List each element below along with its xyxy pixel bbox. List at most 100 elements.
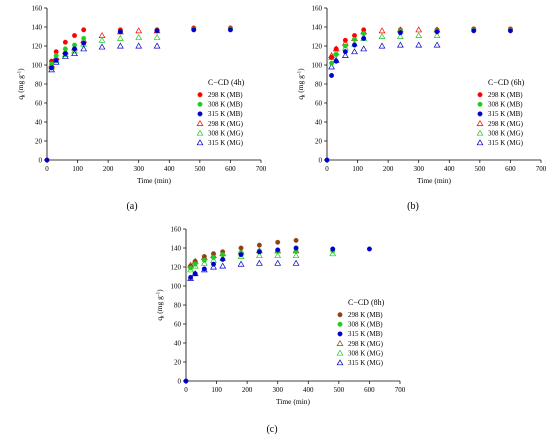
y-axis-label-subscript: t (21, 94, 27, 96)
data-point (44, 157, 50, 163)
data-point (227, 27, 233, 33)
data-point (434, 29, 440, 35)
data-point (352, 36, 357, 42)
data-point (191, 27, 197, 33)
y-tick-label: 140 (312, 24, 323, 32)
y-tick-label: 120 (32, 43, 43, 51)
data-point (433, 32, 441, 39)
legend-marker (196, 139, 204, 146)
data-point (200, 259, 208, 266)
y-axis-label-unit: (mg g (296, 75, 305, 93)
chart-panel-3: 0 100 200 300 400 500 600 700 0 20 40 60 80 100 120 140… (155, 226, 406, 436)
legend-marker (197, 111, 203, 117)
data-point (220, 256, 226, 262)
y-axis-label-superscript: -1 (157, 291, 162, 296)
data-point (360, 45, 368, 52)
legend-entry: 298 K (MB) (208, 91, 243, 99)
data-point (201, 266, 207, 272)
data-point (415, 26, 423, 33)
data-point (397, 30, 403, 36)
data-point (154, 28, 160, 34)
y-tick-label: 120 (312, 43, 323, 51)
legend-marker (197, 92, 203, 98)
data-point (192, 271, 198, 277)
data-point (210, 263, 217, 270)
y-axis-label-subscript: t (160, 315, 166, 317)
y-axis-label-superscript: -1 (298, 70, 303, 75)
x-tick-label: 700 (395, 386, 406, 394)
y-tick-label: 80 (315, 81, 323, 89)
x-tick-label: 0 (45, 165, 49, 173)
data-point (415, 41, 423, 48)
legend-entry: 298 K (MG) (348, 340, 384, 348)
data-point (292, 259, 300, 266)
legend-marker (336, 349, 344, 356)
x-tick-label: 200 (242, 386, 253, 394)
data-point (49, 65, 55, 71)
x-tick-label: 600 (364, 386, 375, 394)
data-point (81, 27, 87, 33)
legend-entry: 315 K (MG) (488, 139, 524, 147)
x-tick-label: 100 (211, 386, 222, 394)
data-point (238, 252, 244, 258)
data-point (329, 72, 335, 78)
data-point (135, 33, 143, 40)
legend-marker (477, 92, 483, 98)
y-tick-label: 20 (174, 359, 182, 367)
series-5 (187, 250, 337, 273)
x-tick-label: 500 (475, 165, 486, 173)
data-point (433, 41, 441, 48)
x-tick-label: 100 (72, 165, 83, 173)
legend-marker (337, 312, 343, 318)
x-tick-label: 100 (352, 165, 363, 173)
y-axis-label-unit: (mg g (155, 296, 164, 314)
data-point (342, 49, 348, 55)
data-point (211, 255, 216, 260)
data-point (61, 52, 69, 59)
x-tick-label: 700 (256, 165, 267, 173)
x-tick-label: 200 (383, 165, 394, 173)
data-point (62, 46, 68, 52)
legend-marker (337, 321, 343, 327)
data-point (351, 48, 358, 55)
legend-entry: 315 K (MG) (348, 359, 384, 367)
legend-entry: 308 K (MB) (488, 101, 523, 109)
y-tick-label: 120 (171, 264, 182, 272)
legend-entry: 308 K (MG) (208, 129, 244, 137)
y-tick-label: 40 (315, 119, 323, 127)
y-tick-label: 40 (35, 119, 43, 127)
data-point (81, 35, 87, 41)
data-point (274, 252, 282, 259)
data-point (72, 33, 77, 38)
data-point (98, 43, 106, 50)
data-point (293, 245, 299, 251)
data-point (81, 40, 87, 46)
data-point (188, 265, 194, 271)
y-tick-label: 160 (312, 5, 323, 13)
x-tick-label: 300 (272, 386, 283, 394)
x-tick-label: 600 (225, 165, 236, 173)
x-tick-label: 0 (325, 165, 329, 173)
series-3 (183, 245, 372, 384)
data-point (53, 53, 59, 58)
legend-marker (336, 339, 344, 346)
y-tick-label: 20 (315, 138, 323, 146)
x-tick-label: 0 (184, 386, 188, 394)
data-point (62, 39, 68, 45)
data-point (72, 46, 77, 52)
data-point (361, 35, 367, 41)
chart-title: C−CD (6h) (488, 78, 525, 87)
y-tick-label: 0 (178, 378, 182, 386)
chart-panel-2: 0 100 200 300 400 500 600 700 0 20 40 60 80 100 120 140… (296, 5, 547, 213)
y-tick-label: 40 (174, 340, 182, 348)
y-axis-label: qt(mg g-1) (16, 68, 27, 100)
legend-entry: 315 K (MB) (208, 110, 243, 118)
data-point (135, 42, 143, 49)
x-tick-label: 300 (133, 165, 144, 173)
legend-entry: 315 K (MB) (488, 110, 523, 118)
y-tick-label: 0 (39, 157, 43, 165)
x-tick-label: 700 (536, 165, 547, 173)
data-point (293, 237, 299, 243)
legend-marker (196, 119, 204, 126)
data-point (328, 63, 335, 70)
